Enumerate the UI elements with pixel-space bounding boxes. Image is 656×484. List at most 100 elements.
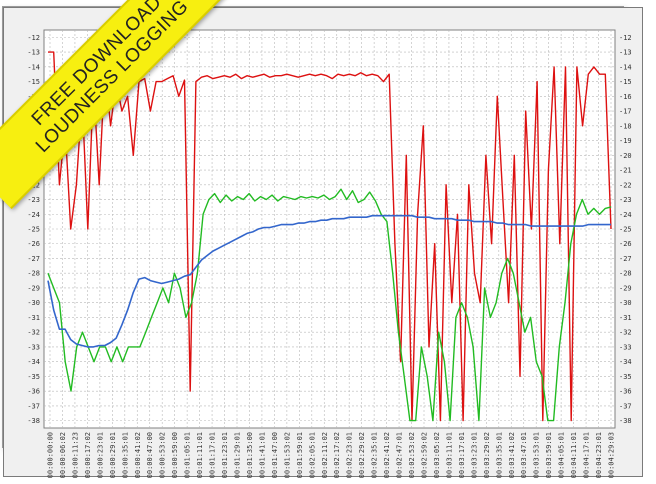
x-tick-label: 00:02:59:02 (421, 432, 429, 478)
x-tick-label: 00:01:47:00 (271, 432, 279, 478)
y-tick-label-right: -18 (619, 122, 632, 130)
x-axis: 00:00:00:00 00:00:06:02 00:00:11:23 00:00:1… (47, 432, 616, 478)
x-tick-label: 00:02:23:01 (346, 432, 354, 478)
series-line-3 (47, 214, 611, 348)
x-tick-label: 00:00:29:01 (109, 432, 117, 478)
y-tick-label-right: -24 (619, 211, 632, 219)
x-tick-label: 00:00:17:02 (84, 432, 92, 478)
y-tick-label-right: -38 (619, 417, 632, 425)
x-tick-label: 00:00:35:01 (121, 432, 129, 478)
y-tick-label-left: -35 (27, 373, 40, 381)
series-line-1 (48, 51, 612, 422)
y-tick-label-right: -36 (619, 388, 632, 396)
y-tick-label-left: -34 (27, 358, 40, 366)
y-tick-label-right: -34 (619, 358, 632, 366)
x-tick-label: 00:02:29:02 (358, 432, 366, 478)
x-tick-label: 00:03:47:01 (520, 432, 528, 478)
x-tick-label: 00:01:53:02 (283, 432, 291, 478)
y-tick-label-left: -15 (27, 78, 40, 86)
x-tick-label: 00:02:17:02 (333, 432, 341, 478)
x-tick-label: 00:00:59:00 (171, 432, 179, 478)
y-tick-label-left: -29 (27, 284, 40, 292)
x-tick-label: 00:01:05:01 (184, 432, 192, 478)
y-tick-label-left: -12 (27, 34, 40, 42)
x-tick-label: 00:02:11:02 (321, 432, 329, 478)
x-tick-label: 00:01:29:01 (234, 432, 242, 478)
y-tick-label-left: -33 (27, 343, 40, 351)
x-tick-label: 00:02:47:01 (396, 432, 404, 478)
x-tick-label: 00:04:23:01 (595, 432, 603, 478)
x-tick-label: 00:03:11:01 (445, 432, 453, 478)
y-tick-label-right: -32 (619, 329, 632, 337)
x-tick-label: 00:03:05:02 (433, 432, 441, 478)
y-tick-label-right: -29 (619, 284, 632, 292)
x-tick-label: 00:01:59:01 (296, 432, 304, 478)
y-tick-label-right: -26 (619, 240, 632, 248)
x-tick-label: 00:01:11:01 (196, 432, 204, 478)
y-tick-label-right: -21 (619, 167, 632, 175)
y-tick-label-right: -35 (619, 373, 632, 381)
x-tick-label: 00:03:41:02 (508, 432, 516, 478)
x-tick-label: 00:00:23:01 (96, 432, 104, 478)
y-tick-label-right: -31 (619, 314, 632, 322)
x-tick-label: 00:03:23:01 (470, 432, 478, 478)
x-tick-label: 00:04:11:01 (570, 432, 578, 478)
y-tick-label-right: -22 (619, 181, 632, 189)
x-tick-label: 00:03:53:01 (533, 432, 541, 478)
y-tick-label-right: -37 (619, 402, 632, 410)
y-tick-label-right: -15 (619, 78, 632, 86)
x-tick-label: 00:01:17:01 (209, 432, 217, 478)
x-tick-label: 00:00:53:02 (159, 432, 167, 478)
y-tick-label-left: -24 (27, 211, 40, 219)
y-tick-label-right: -20 (619, 152, 632, 160)
y-tick-label-right: -27 (619, 255, 632, 263)
x-tick-label: 00:02:05:01 (308, 432, 316, 478)
loudness-chart: -12 -13 -14 -15 -16 -17 -18 -19 -20 -21 -22 -23 -24 -… (27, 29, 632, 478)
y-tick-label-right: -13 (619, 49, 632, 57)
x-tick-label: 00:00:06:02 (59, 432, 67, 478)
x-tick-label: 00:03:29:02 (483, 432, 491, 478)
x-tick-label: 00:00:47:00 (146, 432, 154, 478)
y-tick-label-right: -19 (619, 137, 632, 145)
y-tick-label-left: -23 (27, 196, 40, 204)
x-tick-label: 00:01:41:01 (258, 432, 266, 478)
x-tick-label: 00:02:35:01 (371, 432, 379, 478)
y-tick-label-left: -25 (27, 226, 40, 234)
y-tick-label-right: -28 (619, 270, 632, 278)
y-tick-label-left: -14 (27, 63, 40, 71)
y-tick-label-right: -14 (619, 63, 632, 71)
y-tick-label-right: -30 (619, 299, 632, 307)
y-tick-label-right: -33 (619, 343, 632, 351)
x-tick-label: 00:04:29:03 (608, 432, 616, 478)
x-tick-label: 00:01:23:01 (221, 432, 229, 478)
grid (44, 30, 615, 428)
y-tick-label-left: -31 (27, 314, 40, 322)
x-tick-label: 00:03:35:01 (495, 432, 503, 478)
y-tick-label-right: -16 (619, 93, 632, 101)
x-tick-label: 00:00:00:00 (47, 432, 55, 478)
y-axis-right: -12 -13 -14 -15 -16 -17 -18 -19 -20 -21 -22 -23 -24 -… (619, 34, 632, 425)
x-tick-label: 00:01:35:00 (246, 432, 254, 478)
y-tick-label-left: -27 (27, 255, 40, 263)
y-tick-label-right: -17 (619, 108, 632, 116)
series-group (47, 51, 612, 422)
y-tick-label-right: -23 (619, 196, 632, 204)
x-tick-label: 00:03:59:01 (545, 432, 553, 478)
y-tick-label-left: -28 (27, 270, 40, 278)
x-tick-label: 00:03:17:01 (458, 432, 466, 478)
x-tick-label: 00:00:41:02 (134, 432, 142, 478)
x-tick-label: 00:00:11:23 (71, 432, 79, 478)
y-tick-label-left: -38 (27, 417, 40, 425)
y-tick-label-right: -12 (619, 34, 632, 42)
y-tick-label-left: -13 (27, 49, 40, 57)
x-tick-label: 00:02:53:02 (408, 432, 416, 478)
series-line-2 (47, 188, 612, 422)
x-tick-label: 00:04:17:01 (583, 432, 591, 478)
x-tick-label: 00:04:05:01 (558, 432, 566, 478)
y-tick-label-left: -32 (27, 329, 40, 337)
y-tick-label-left: -37 (27, 402, 40, 410)
y-tick-label-right: -25 (619, 226, 632, 234)
y-tick-label-left: -30 (27, 299, 40, 307)
y-tick-label-left: -26 (27, 240, 40, 248)
y-tick-label-left: -36 (27, 388, 40, 396)
